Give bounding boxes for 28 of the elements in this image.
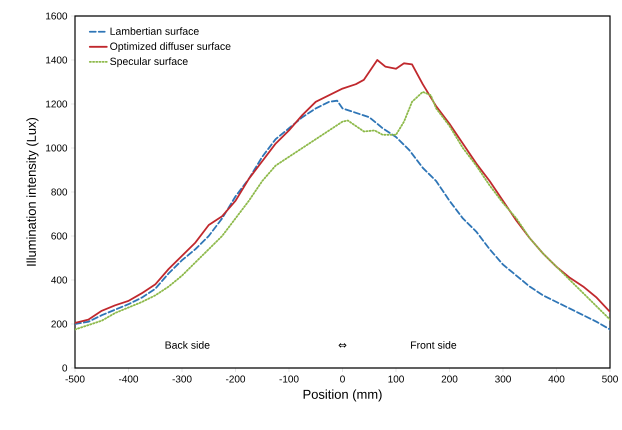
legend-label: Optimized diffuser surface: [110, 42, 231, 52]
annotation: ⇔: [338, 343, 346, 348]
y-tick-label: 400: [51, 276, 68, 284]
y-tick-label: 1000: [46, 144, 68, 152]
y-tick-label: 0: [62, 364, 68, 372]
y-tick-label: 600: [51, 232, 68, 240]
x-tick-label: -500: [65, 376, 85, 383]
x-tick-label: -100: [279, 376, 299, 383]
x-tick-label: -400: [118, 376, 138, 383]
legend-label: Specular surface: [110, 57, 188, 68]
x-tick-label: -200: [226, 376, 246, 383]
y-tick-label: 1200: [46, 100, 68, 108]
x-tick-label: 0: [340, 376, 345, 383]
y-tick-label: 800: [51, 188, 68, 196]
y-tick-label: 1400: [46, 56, 68, 64]
x-tick-label: -300: [172, 376, 192, 383]
x-tick-label: 400: [548, 376, 564, 383]
y-tick-label: 1600: [46, 12, 68, 20]
x-axis-title: Position (mm): [304, 389, 382, 402]
y-tick-label: 200: [51, 320, 68, 328]
x-tick-label: 200: [442, 376, 458, 383]
legend-label: Lambertian surface: [110, 27, 199, 35]
x-tick-label: 300: [495, 376, 511, 383]
x-tick-label: 100: [388, 376, 404, 383]
x-tick-label: 500: [602, 376, 618, 383]
annotation: Back side: [166, 341, 210, 349]
annotation: Front side: [411, 341, 456, 349]
y-axis-title: Illumination intensity (Lux): [26, 118, 38, 266]
